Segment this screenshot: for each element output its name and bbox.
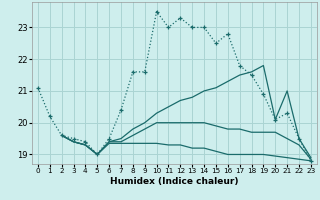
X-axis label: Humidex (Indice chaleur): Humidex (Indice chaleur) <box>110 177 239 186</box>
